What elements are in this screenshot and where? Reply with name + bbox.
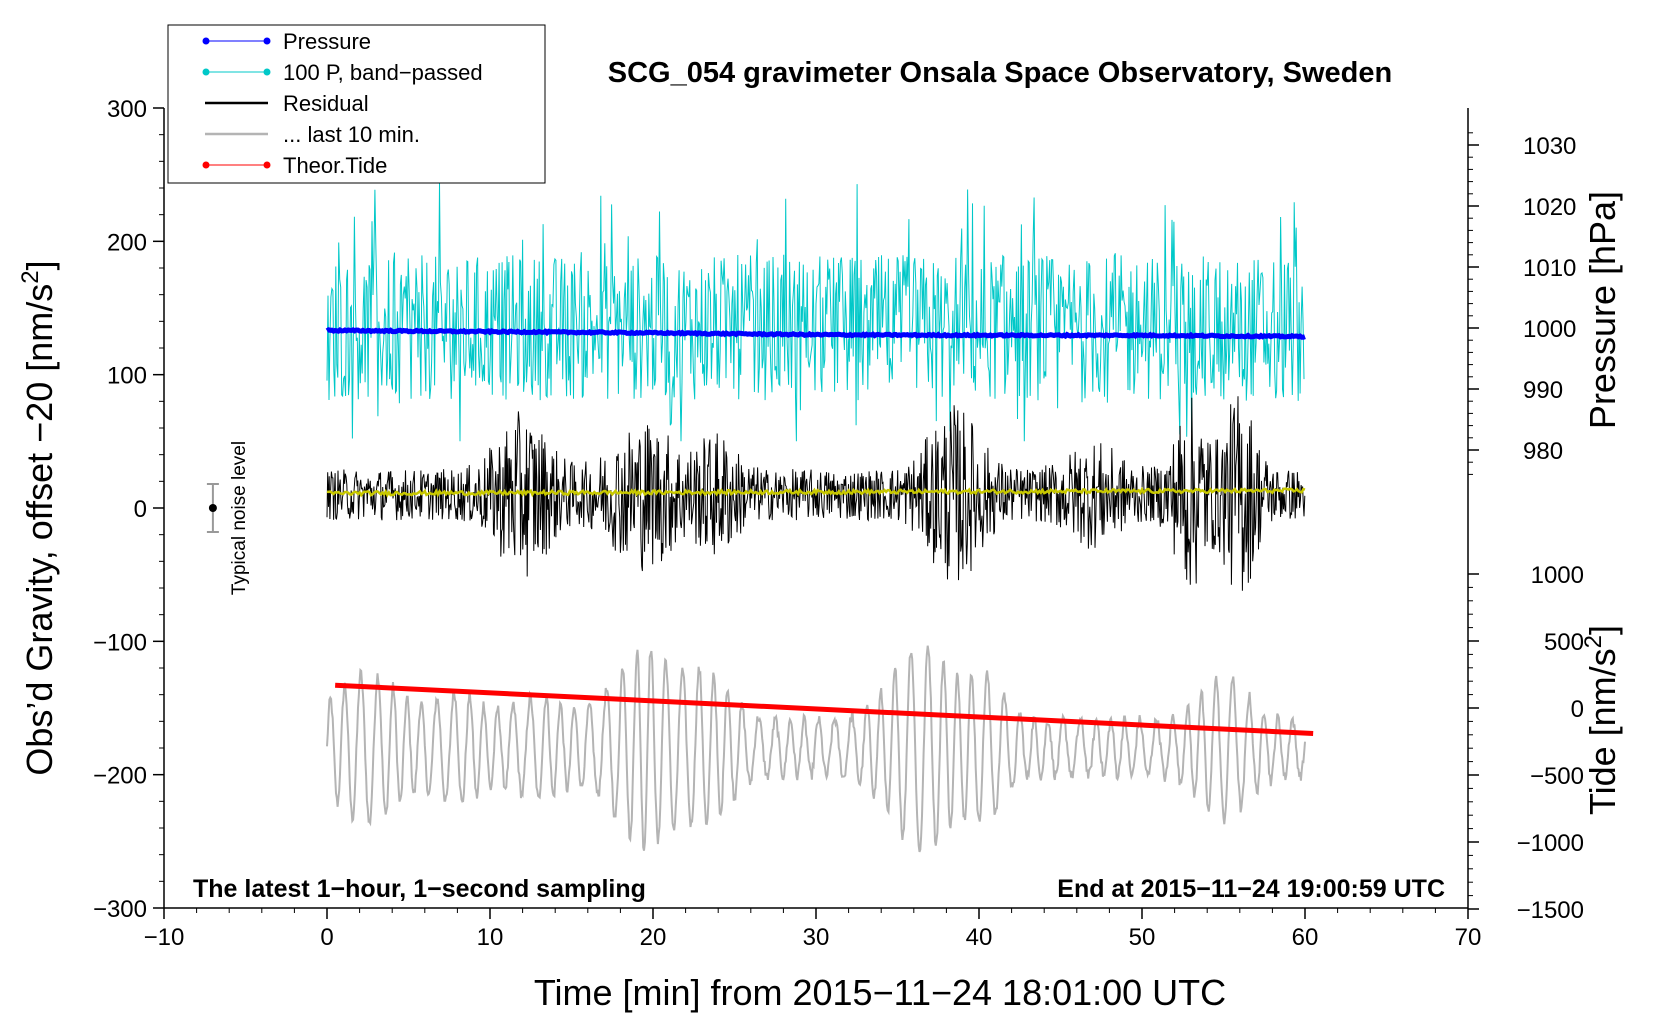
- y-axis-label-pressure: Pressure [hPa]: [1582, 191, 1623, 429]
- x-tick-label: 70: [1455, 924, 1482, 951]
- legend-label: Pressure: [283, 29, 371, 54]
- tide-tick-label: −500: [1530, 763, 1584, 790]
- y-tick-label-left: −300: [93, 896, 147, 923]
- noise-level-point: [208, 504, 217, 512]
- pressure-tick-label: 1030: [1523, 133, 1576, 160]
- legend-swatch-marker: [202, 37, 210, 45]
- y-axis-label-left-main: Obs’d Gravity, offset −20 [nm/s: [19, 284, 60, 776]
- series-last-10-min-line: [326, 645, 1306, 853]
- series-theoretical-tide-line: [335, 682, 1314, 736]
- series-residual-line: [326, 396, 1306, 591]
- annotation-sampling: The latest 1−hour, 1−second sampling: [193, 875, 646, 903]
- x-tick-label: 10: [477, 924, 504, 951]
- y-axis-label-tide-end: ]: [1582, 625, 1623, 635]
- y-tick-label-left: −100: [93, 629, 147, 656]
- series-pressure-line: [325, 327, 1306, 340]
- x-tick-label: 0: [320, 924, 333, 951]
- pressure-tick-label: 990: [1523, 377, 1563, 404]
- chart-title: SCG_054 gravimeter Onsala Space Observat…: [608, 57, 1392, 89]
- legend: Pressure 100 P, band−passed Residual ... la…: [167, 24, 546, 184]
- tide-tick-label: 0: [1571, 696, 1584, 723]
- pressure-tick-label: 1000: [1523, 316, 1576, 343]
- x-tick-label: 20: [640, 924, 667, 951]
- x-tick-label: 50: [1129, 924, 1156, 951]
- y-tick-label-left: 0: [134, 496, 147, 523]
- pressure-tick-label: 980: [1523, 438, 1563, 465]
- y-axis-label-left: Obs’d Gravity, offset −20 [nm/s2]: [17, 260, 60, 775]
- noise-level-label: Typical noise level: [229, 441, 250, 595]
- annotation-end-time: End at 2015−11−24 19:00:59 UTC: [1057, 875, 1445, 903]
- legend-swatch-marker: [202, 161, 210, 169]
- tide-tick-label: −1000: [1517, 830, 1584, 857]
- tide-tick-label: 500: [1544, 629, 1584, 656]
- legend-label: 100 P, band−passed: [283, 60, 483, 85]
- pressure-tick-label: 1010: [1523, 255, 1576, 282]
- plot-area: [325, 182, 1314, 853]
- y-tick-label-left: 200: [107, 229, 147, 256]
- legend-label: Theor.Tide: [283, 153, 387, 178]
- y-tick-label-left: 300: [107, 96, 147, 123]
- x-tick-label: 40: [966, 924, 993, 951]
- series-residual-mean-line: [326, 486, 1306, 498]
- y-axis-label-tide: Tide [nm/s2]: [1580, 625, 1623, 815]
- tide-tick-label: −1500: [1517, 897, 1584, 924]
- legend-swatch-marker: [202, 68, 210, 76]
- noise-level-indicator: [206, 483, 219, 533]
- y-axis-label-left-end: ]: [19, 260, 60, 270]
- series-pressure-bandpassed-line: [326, 182, 1305, 442]
- x-tick-label: −10: [144, 924, 185, 951]
- legend-label: ... last 10 min.: [283, 122, 420, 147]
- x-axis-label: Time [min] from 2015−11−24 18:01:00 UTC: [534, 972, 1226, 1013]
- y-axis-label-tide-main: Tide [nm/s: [1582, 648, 1623, 815]
- legend-swatch-marker: [263, 37, 271, 45]
- y-tick-label-left: −200: [93, 763, 147, 790]
- x-tick-label: 30: [803, 924, 830, 951]
- axes: −10 0 10 20 30 40 50 60 70−300−200−1000100200300…: [93, 96, 1584, 951]
- y-axis-label-tide-sup: 2: [1580, 635, 1607, 648]
- legend-swatch-marker: [263, 68, 271, 76]
- y-tick-label-left: 100: [107, 363, 147, 390]
- pressure-tick-label: 1020: [1523, 194, 1576, 221]
- tide-tick-label: 1000: [1531, 562, 1584, 589]
- x-tick-label: 60: [1292, 924, 1319, 951]
- legend-swatch-marker: [263, 161, 271, 169]
- legend-label: Residual: [283, 91, 369, 116]
- y-axis-label-left-sup: 2: [17, 270, 44, 283]
